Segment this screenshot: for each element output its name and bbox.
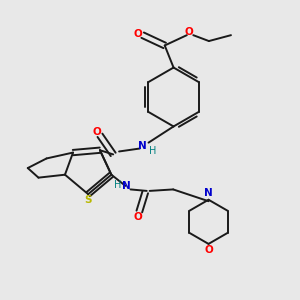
Text: N: N: [204, 188, 213, 198]
Text: O: O: [134, 212, 142, 222]
Text: S: S: [84, 195, 92, 205]
Text: H: H: [149, 146, 157, 157]
Text: H: H: [114, 180, 122, 190]
Text: N: N: [138, 141, 147, 151]
Text: N: N: [122, 181, 131, 191]
Text: O: O: [93, 127, 101, 137]
Text: O: O: [204, 245, 213, 255]
Text: O: O: [185, 27, 194, 37]
Text: O: O: [134, 29, 142, 39]
